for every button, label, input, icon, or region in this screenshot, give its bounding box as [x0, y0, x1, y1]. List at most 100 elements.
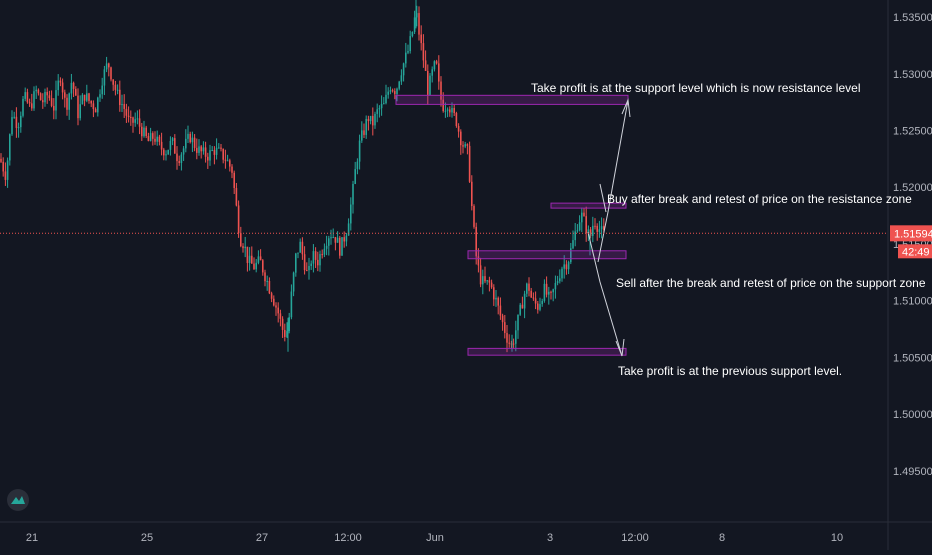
- candle-body: [501, 315, 504, 323]
- candle-body: [143, 127, 145, 137]
- candle-body: [325, 245, 328, 249]
- candle-body: [196, 147, 198, 153]
- candle-body: [136, 118, 139, 120]
- candle-body: [138, 118, 141, 127]
- zone-resistance-now[interactable]: [395, 94, 629, 105]
- candle-body: [149, 133, 152, 142]
- candle-body: [61, 82, 64, 93]
- candle-body: [585, 216, 587, 233]
- candle-body: [127, 115, 130, 117]
- zone-resistance-zone[interactable]: [550, 202, 627, 209]
- candle-body: [374, 113, 376, 126]
- candle-body: [193, 137, 196, 148]
- candle-body: [92, 103, 95, 110]
- candle-body: [141, 126, 143, 137]
- tradingview-logo[interactable]: [7, 489, 29, 511]
- last-price-box: [890, 225, 932, 242]
- candle-body: [64, 92, 66, 98]
- candle-body: [105, 63, 108, 70]
- candle-body: [132, 117, 134, 123]
- candle-body: [112, 79, 114, 85]
- candle-body: [317, 259, 319, 266]
- candle-body: [451, 108, 453, 113]
- candle-body: [510, 343, 513, 345]
- candle-body: [198, 146, 200, 153]
- candle-body: [202, 147, 205, 152]
- candle-body: [281, 318, 284, 330]
- candle-body: [178, 161, 180, 164]
- candle-body: [545, 283, 548, 295]
- x-tick-label: 21: [26, 532, 38, 544]
- candle-body: [460, 131, 462, 146]
- candle-body: [504, 322, 506, 333]
- zone-previous-support[interactable]: [467, 347, 627, 356]
- y-tick-label: 1.50000: [893, 409, 932, 421]
- candle-body: [389, 90, 392, 92]
- candle-body: [455, 113, 458, 126]
- candle-body: [457, 125, 460, 132]
- candle-body: [550, 291, 552, 293]
- candle-body: [424, 60, 427, 71]
- candle-body: [273, 298, 275, 306]
- candle-body: [94, 109, 97, 113]
- candle-body: [218, 147, 220, 149]
- candle-body: [44, 91, 46, 103]
- candle-body: [303, 254, 306, 271]
- countdown-box: [898, 244, 932, 259]
- candle-body: [358, 140, 361, 162]
- candle-body: [334, 237, 337, 243]
- candle-body: [286, 331, 288, 337]
- candle-body: [39, 93, 42, 101]
- candle-body: [125, 108, 128, 116]
- candle-body: [53, 105, 55, 111]
- candle-body: [328, 238, 330, 246]
- candle-body: [471, 181, 473, 207]
- candle-body: [444, 110, 447, 112]
- candle-body: [81, 94, 84, 105]
- candle-body: [402, 63, 405, 76]
- candle-body: [515, 330, 517, 344]
- candle-body: [347, 223, 350, 236]
- candle-body: [416, 13, 418, 18]
- candle-body: [145, 127, 147, 137]
- candle-body: [233, 172, 235, 188]
- candle-body: [264, 272, 266, 282]
- candle-body: [251, 255, 253, 264]
- candle-body: [70, 82, 73, 94]
- candle-body: [411, 32, 414, 37]
- zone-support-zone[interactable]: [467, 250, 627, 260]
- candle-body: [308, 266, 310, 271]
- candle-body: [431, 69, 433, 76]
- y-tick-label: 1.49500: [893, 466, 932, 478]
- x-tick-label: 12:00: [334, 532, 362, 544]
- annotations-layer: Take profit is at the support level whic…: [531, 81, 926, 378]
- candle-body: [28, 102, 31, 104]
- arrow-sell-path: [587, 231, 623, 357]
- arrow-buy-path: [597, 99, 629, 263]
- candle-body: [119, 89, 121, 106]
- x-tick-label: 25: [141, 532, 153, 544]
- candle-body: [6, 160, 9, 180]
- candle-body: [268, 280, 271, 294]
- last-price-label: 1.51594 42:49: [890, 225, 932, 259]
- candle-body: [543, 283, 546, 301]
- candle-body: [262, 260, 264, 273]
- candle-body: [83, 94, 86, 101]
- candle-body: [99, 94, 101, 98]
- candle-body: [576, 230, 579, 232]
- arrows-layer: [587, 98, 631, 357]
- y-tick-label: 1.51000: [893, 296, 932, 308]
- candle-body: [508, 342, 510, 344]
- candle-body: [462, 145, 464, 147]
- candle-body: [185, 138, 187, 149]
- candle-body: [312, 251, 315, 264]
- candle-body: [552, 289, 554, 293]
- candle-body: [255, 262, 257, 270]
- time-axis[interactable]: 21 25 27 12:00 Jun 3 12:00 8 10: [26, 532, 843, 544]
- candle-body: [180, 154, 183, 164]
- candle-body: [2, 161, 4, 172]
- candle-body: [526, 283, 528, 294]
- candle-body: [541, 300, 543, 305]
- candle-body: [266, 280, 268, 282]
